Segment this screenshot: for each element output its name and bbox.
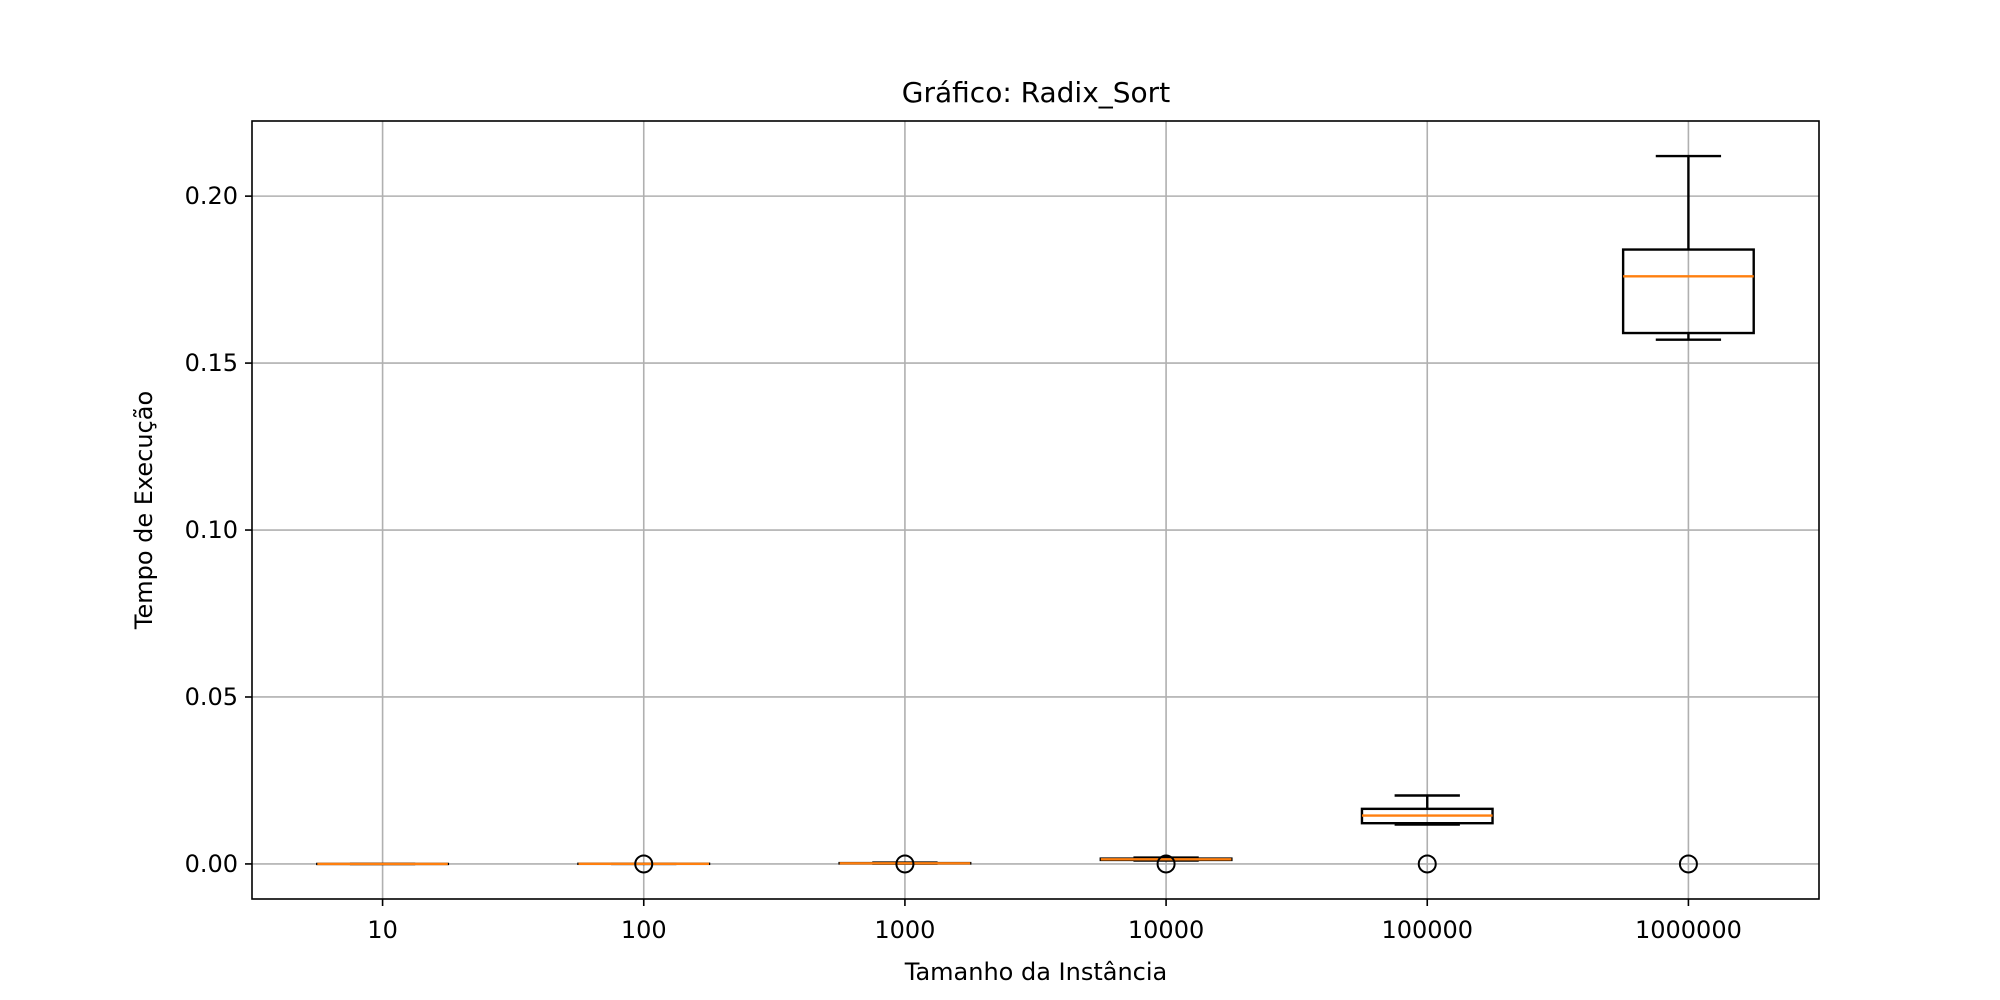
x-tick-label: 100: [621, 916, 667, 944]
box-1000000: [1621, 154, 1755, 874]
box-100: [577, 854, 711, 874]
y-tick-label: 0.15: [185, 349, 238, 377]
outlier-point: [1156, 854, 1176, 874]
chart-title: Gráfico: Radix_Sort: [902, 76, 1170, 109]
box-100000: [1360, 794, 1494, 874]
x-tick-label: 10: [367, 916, 398, 944]
x-tick-label: 100000: [1381, 916, 1473, 944]
y-axis-label: Tempo de Execução: [130, 391, 158, 630]
y-tick-label: 0.00: [185, 850, 238, 878]
x-axis-label: Tamanho da Instância: [904, 958, 1167, 986]
x-axis-ticks: 10 100 1000 10000 100000 1000000: [367, 899, 1742, 944]
outlier-point: [1678, 854, 1698, 874]
box-series: [316, 154, 1755, 874]
y-axis-ticks: 0.00 0.05 0.10 0.15 0.20: [185, 182, 252, 878]
outlier-point: [634, 854, 654, 874]
x-tick-label: 10000: [1128, 916, 1204, 944]
outlier-point: [895, 854, 915, 874]
outlier-point: [1417, 854, 1437, 874]
y-tick-label: 0.20: [185, 182, 238, 210]
x-tick-label: 1000: [874, 916, 935, 944]
y-tick-label: 0.10: [185, 516, 238, 544]
box-iqr: [1621, 248, 1755, 335]
box-1000: [838, 854, 972, 874]
x-tick-label: 1000000: [1635, 916, 1742, 944]
box-10000: [1099, 854, 1233, 874]
y-tick-label: 0.05: [185, 683, 238, 711]
plot-frame: [251, 120, 1820, 900]
